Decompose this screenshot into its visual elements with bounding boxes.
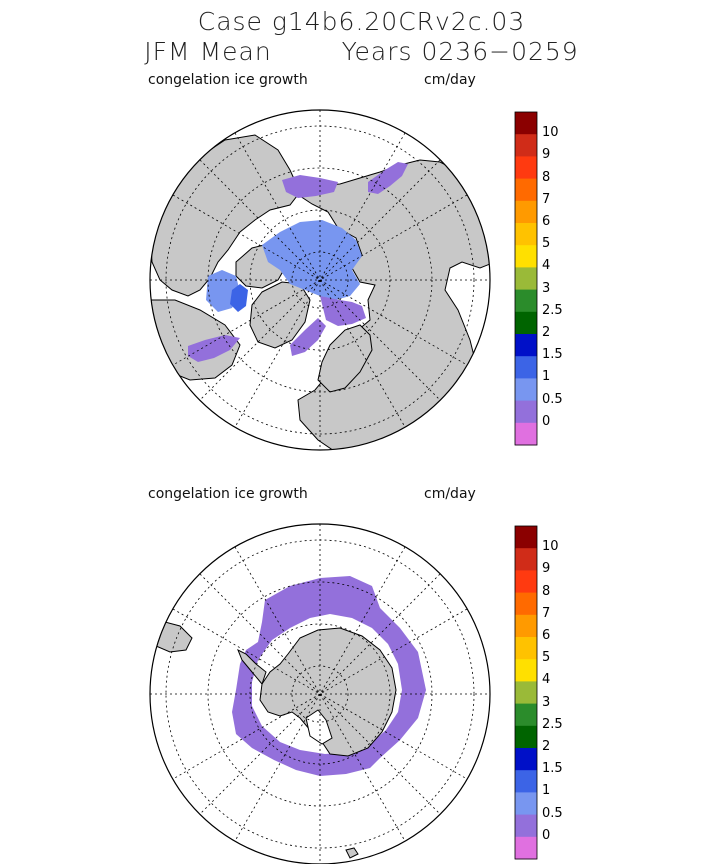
colorbar-tick-label: 10 (542, 539, 559, 555)
north-land-scandinavia (317, 324, 373, 393)
colorbar-swatch (515, 112, 537, 135)
colorbar-swatch (515, 178, 537, 202)
north-map-title: congelation ice growth (148, 72, 308, 88)
colorbar-swatch (515, 156, 537, 180)
colorbar-tick-label: 0.5 (542, 805, 563, 821)
south-map-border (149, 523, 491, 864)
north-ice-baffin (230, 284, 248, 312)
colorbar-border (514, 525, 538, 860)
colorbar-tick-label: 0.5 (542, 391, 563, 407)
colorbar-tick-label: 9 (542, 561, 551, 577)
case-title: Case g14b6.20CRv2c.03 (197, 7, 526, 36)
south-ross-shelf (305, 709, 333, 745)
colorbar-swatch (515, 814, 537, 838)
south-polar-map (149, 523, 491, 864)
colorbar-tick-label: 4 (542, 672, 551, 688)
north-map-border (149, 109, 491, 451)
colorbar-swatch (515, 792, 537, 816)
colorbar-swatch (515, 378, 537, 402)
north-land-namerica (150, 134, 301, 297)
colorbar-tick-label: 10 (542, 125, 559, 141)
colorbar-swatch (515, 770, 537, 793)
colorbar-swatch (515, 614, 537, 638)
north-ice-barents (320, 296, 366, 326)
colorbar-swatch (515, 659, 537, 682)
colorbar-tick-label: 7 (542, 191, 551, 207)
south-map-units: cm/day (424, 486, 476, 502)
colorbar-tick-label: 8 (542, 169, 551, 185)
colorbar-tick-label: 2.5 (542, 716, 563, 732)
colorbar-tick-label: 2.5 (542, 302, 563, 318)
colorbar-swatch (515, 356, 537, 379)
north-colorbar (514, 111, 538, 446)
colorbar-swatch (515, 267, 537, 291)
colorbar-swatch (515, 334, 537, 357)
colorbar-tick-label: 5 (542, 650, 551, 666)
colorbar-tick-label: 0 (542, 413, 551, 429)
season-label: JFM Mean (144, 37, 272, 66)
colorbar-swatch (515, 289, 537, 313)
colorbar-swatch (515, 245, 537, 268)
colorbar-tick-label: 3 (542, 280, 551, 296)
south-graticule (150, 524, 490, 864)
period-title: JFM Mean Years 0236−0259 (0, 38, 723, 66)
colorbar-tick-label: 7 (542, 605, 551, 621)
south-land-island (345, 847, 359, 859)
colorbar-swatch (515, 748, 537, 771)
south-land-antarctica (259, 627, 397, 757)
colorbar-swatch (515, 570, 537, 594)
colorbar-tick-label: 1 (542, 369, 551, 385)
colorbar-tick-label: 1.5 (542, 347, 563, 363)
north-polar-map (149, 109, 491, 451)
colorbar-tick-label: 3 (542, 694, 551, 710)
colorbar-tick-label: 1 (542, 783, 551, 799)
colorbar-swatch (515, 592, 537, 616)
years-label: Years 0236−0259 (341, 37, 579, 66)
colorbar-swatch (515, 134, 537, 157)
north-ice-chukchi (368, 162, 408, 194)
north-ice-siberia (282, 175, 338, 198)
south-map-title: congelation ice growth (148, 486, 308, 502)
colorbar-swatch (515, 526, 537, 549)
colorbar-tick-label: 4 (542, 258, 551, 274)
colorbar-tick-label: 6 (542, 214, 551, 229)
colorbar-swatch (515, 200, 537, 224)
colorbar-border (514, 111, 538, 446)
colorbar-swatch (515, 311, 537, 335)
colorbar-tick-label: 5 (542, 236, 551, 252)
colorbar-tick-label: 2 (542, 325, 551, 340)
colorbar-tick-label: 6 (542, 628, 551, 643)
colorbar-swatch (515, 681, 537, 705)
colorbar-swatch (515, 637, 537, 660)
colorbar-tick-label: 1.5 (542, 761, 563, 777)
colorbar-tick-label: 8 (542, 583, 551, 599)
north-graticule (150, 110, 490, 450)
colorbar-tick-label: 2 (542, 739, 551, 754)
colorbar-tick-label: 0 (542, 827, 551, 843)
colorbar-swatch (515, 725, 537, 749)
south-land-peninsula (237, 648, 267, 686)
colorbar-swatch (515, 836, 537, 860)
colorbar-tick-label: 9 (542, 147, 551, 163)
colorbar-swatch (515, 422, 537, 446)
colorbar-swatch (515, 400, 537, 424)
colorbar-swatch (515, 703, 537, 727)
south-colorbar (514, 525, 538, 860)
north-map-units: cm/day (424, 72, 476, 88)
colorbar-swatch (515, 223, 537, 246)
colorbar-swatch (515, 548, 537, 571)
